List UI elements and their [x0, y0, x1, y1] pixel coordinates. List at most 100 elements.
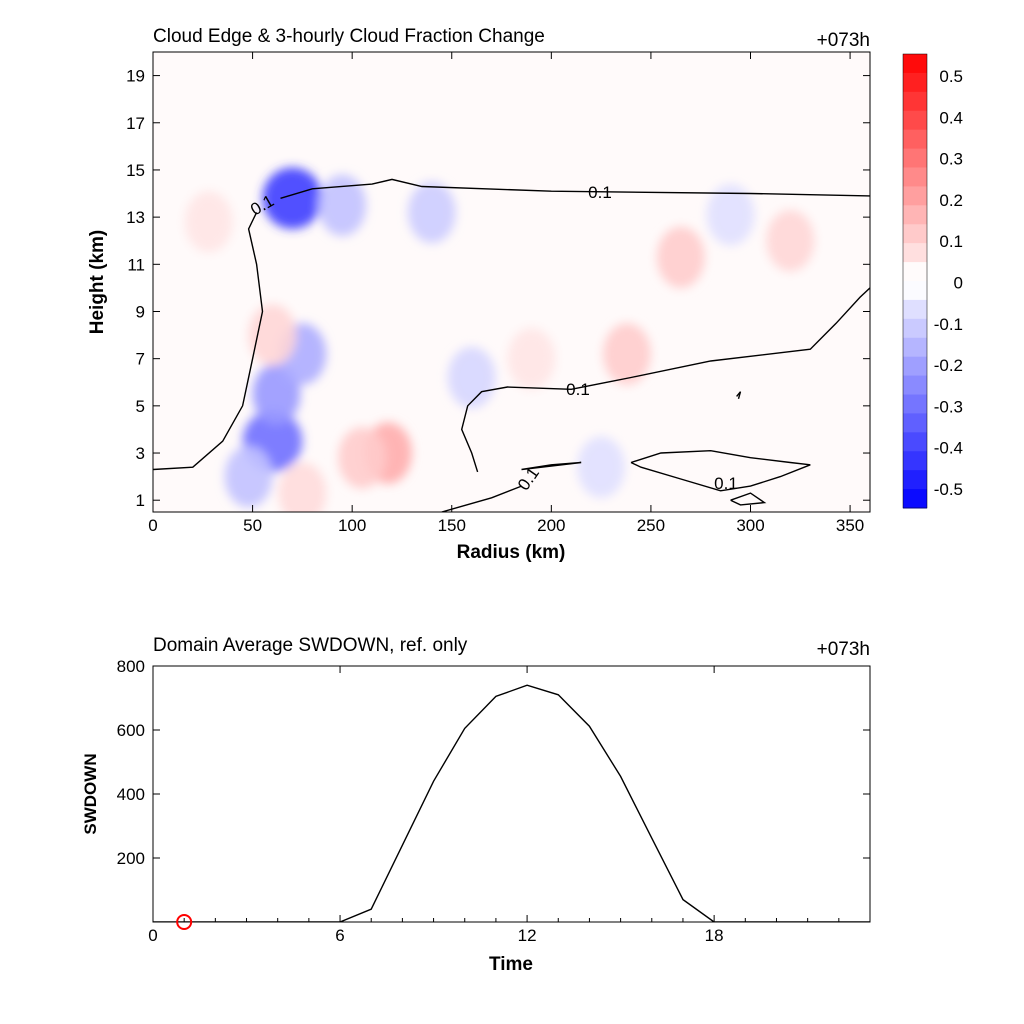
- anomaly-blob: [184, 191, 233, 253]
- colorbar-band: [903, 186, 927, 206]
- top-ytick-label: 13: [126, 208, 145, 227]
- colorbar-band: [903, 205, 927, 225]
- top-ytick-label: 19: [126, 67, 145, 86]
- colorbar-band: [903, 72, 927, 93]
- bottom-xtick-label: 12: [518, 926, 537, 945]
- top-chart-time-label: +073h: [817, 30, 870, 51]
- top-chart-title: Cloud Edge & 3-hourly Cloud Fraction Cha…: [153, 26, 545, 47]
- anomaly-field: [184, 167, 815, 512]
- bottom-xtick-label: 18: [705, 926, 724, 945]
- colorbar-band: [903, 394, 927, 414]
- anomaly-blob: [318, 174, 367, 236]
- contour-line: [441, 485, 522, 512]
- bottom-xtick-label: 0: [148, 926, 157, 945]
- colorbar-band: [903, 243, 927, 263]
- colorbar-label: 0.2: [939, 191, 963, 210]
- colorbar-label: 0.1: [939, 232, 963, 251]
- contour-label-top: 0.1: [588, 183, 612, 202]
- bottom-chart-title: Domain Average SWDOWN, ref. only: [153, 635, 468, 656]
- colorbar-label: -0.3: [934, 397, 963, 416]
- bottom-ytick-label: 400: [117, 785, 145, 804]
- colorbar: 0.5 0.4 0.3 0.2 0.1 0 -0.1 -0.2 -0.3 -0.4 -0.5: [902, 53, 963, 509]
- bottom-ytick-label: 200: [117, 849, 145, 868]
- colorbar-band: [903, 432, 927, 452]
- swdown-series-line: [153, 684, 870, 922]
- colorbar-label: -0.5: [934, 480, 963, 499]
- colorbar-label: -0.1: [934, 315, 963, 334]
- contour-line: [460, 287, 870, 473]
- contour-line: [630, 449, 811, 492]
- contour-label-right: 0.1: [714, 474, 738, 493]
- bottom-ytick-label: 800: [117, 657, 145, 676]
- colorbar-band: [903, 318, 927, 339]
- colorbar-band: [903, 470, 927, 490]
- anomaly-blob: [262, 167, 323, 229]
- colorbar-label: 0.4: [939, 108, 963, 127]
- anomaly-blob: [278, 462, 327, 512]
- contour-line: [730, 492, 767, 506]
- contour-line: [280, 178, 870, 199]
- colorbar-frame: [902, 53, 928, 509]
- top-xtick-label: 200: [537, 516, 565, 535]
- bottom-xlabel: Time: [489, 954, 533, 975]
- colorbar-band: [903, 337, 927, 358]
- colorbar-label: 0.3: [939, 150, 963, 169]
- anomaly-blob: [407, 181, 456, 244]
- top-xtick-label: 150: [438, 516, 466, 535]
- anomaly-blob: [507, 328, 556, 390]
- top-ytick-label: 15: [126, 161, 145, 180]
- colorbar-band: [903, 262, 927, 282]
- colorbar-band: [903, 375, 927, 395]
- top-ylabel: Height (km): [87, 230, 108, 335]
- colorbar-band: [903, 91, 927, 112]
- anomaly-blob: [248, 304, 297, 366]
- top-xtick-label: 100: [338, 516, 366, 535]
- colorbar-band: [903, 489, 927, 509]
- colorbar-label: -0.2: [934, 356, 963, 375]
- contour-lines: [153, 178, 870, 512]
- current-time-marker: [176, 914, 193, 930]
- top-xlabel: Radius (km): [457, 542, 566, 563]
- anomaly-blob: [338, 427, 387, 489]
- top-ytick-label: 1: [136, 491, 145, 510]
- top-xtick-label: 50: [243, 516, 262, 535]
- colorbar-label: -0.4: [934, 439, 963, 458]
- anomaly-blob: [224, 445, 273, 508]
- colorbar-band: [903, 299, 927, 320]
- top-ytick-label: 17: [126, 114, 145, 133]
- contour-line: [736, 391, 742, 399]
- colorbar-band: [903, 110, 927, 131]
- colorbar-band: [903, 167, 927, 187]
- top-xtick-label: 250: [637, 516, 665, 535]
- top-ytick-label: 11: [127, 255, 145, 274]
- top-plot-frame: [152, 51, 871, 513]
- top-xtick-label: 0: [148, 516, 157, 535]
- top-ytick-label: 7: [136, 350, 145, 369]
- colorbar-band: [903, 281, 927, 301]
- colorbar-label: 0: [954, 274, 963, 293]
- anomaly-blob: [706, 184, 755, 246]
- anomaly-blob: [603, 323, 651, 385]
- bottom-xtick-label: 6: [335, 926, 344, 945]
- bottom-chart-time-label: +073h: [817, 639, 870, 660]
- colorbar-band: [903, 451, 927, 471]
- top-ytick-label: 5: [136, 397, 145, 416]
- top-xtick-label: 350: [836, 516, 864, 535]
- colorbar-band: [903, 356, 927, 377]
- bottom-ytick-label: 600: [117, 721, 145, 740]
- anomaly-blob: [447, 346, 496, 409]
- bottom-axes: 0 6 12 18 200 400 600 800: [117, 657, 871, 945]
- bottom-plot-frame: [152, 665, 871, 923]
- colorbar-label: 0.5: [939, 67, 963, 86]
- colorbar-band: [903, 54, 927, 74]
- colorbar-band: [903, 413, 927, 433]
- anomaly-blob: [766, 210, 815, 272]
- anomaly-blob: [577, 436, 626, 498]
- top-ytick-label: 3: [136, 444, 145, 463]
- top-ytick-label: 9: [136, 302, 145, 321]
- bottom-ylabel: SWDOWN: [81, 753, 100, 834]
- top-xtick-label: 300: [736, 516, 764, 535]
- colorbar-band: [903, 148, 927, 168]
- anomaly-blob: [656, 226, 705, 288]
